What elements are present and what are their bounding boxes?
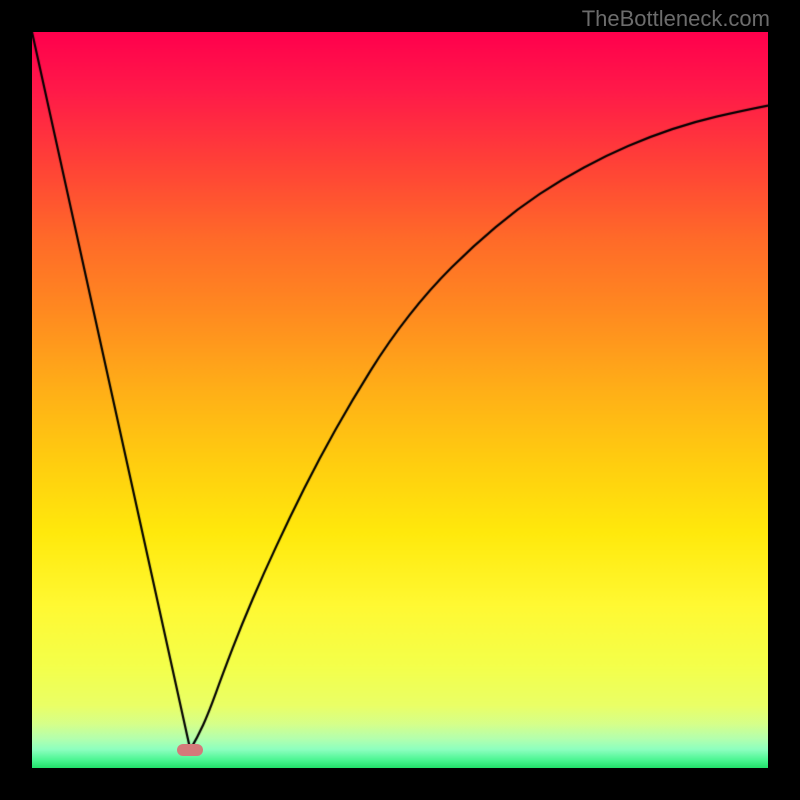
bottleneck-curve bbox=[32, 32, 768, 768]
watermark-label: TheBottleneck.com bbox=[582, 6, 770, 32]
minimum-marker bbox=[177, 744, 203, 756]
chart-container: TheBottleneck.com bbox=[0, 0, 800, 800]
plot-area bbox=[32, 32, 768, 768]
